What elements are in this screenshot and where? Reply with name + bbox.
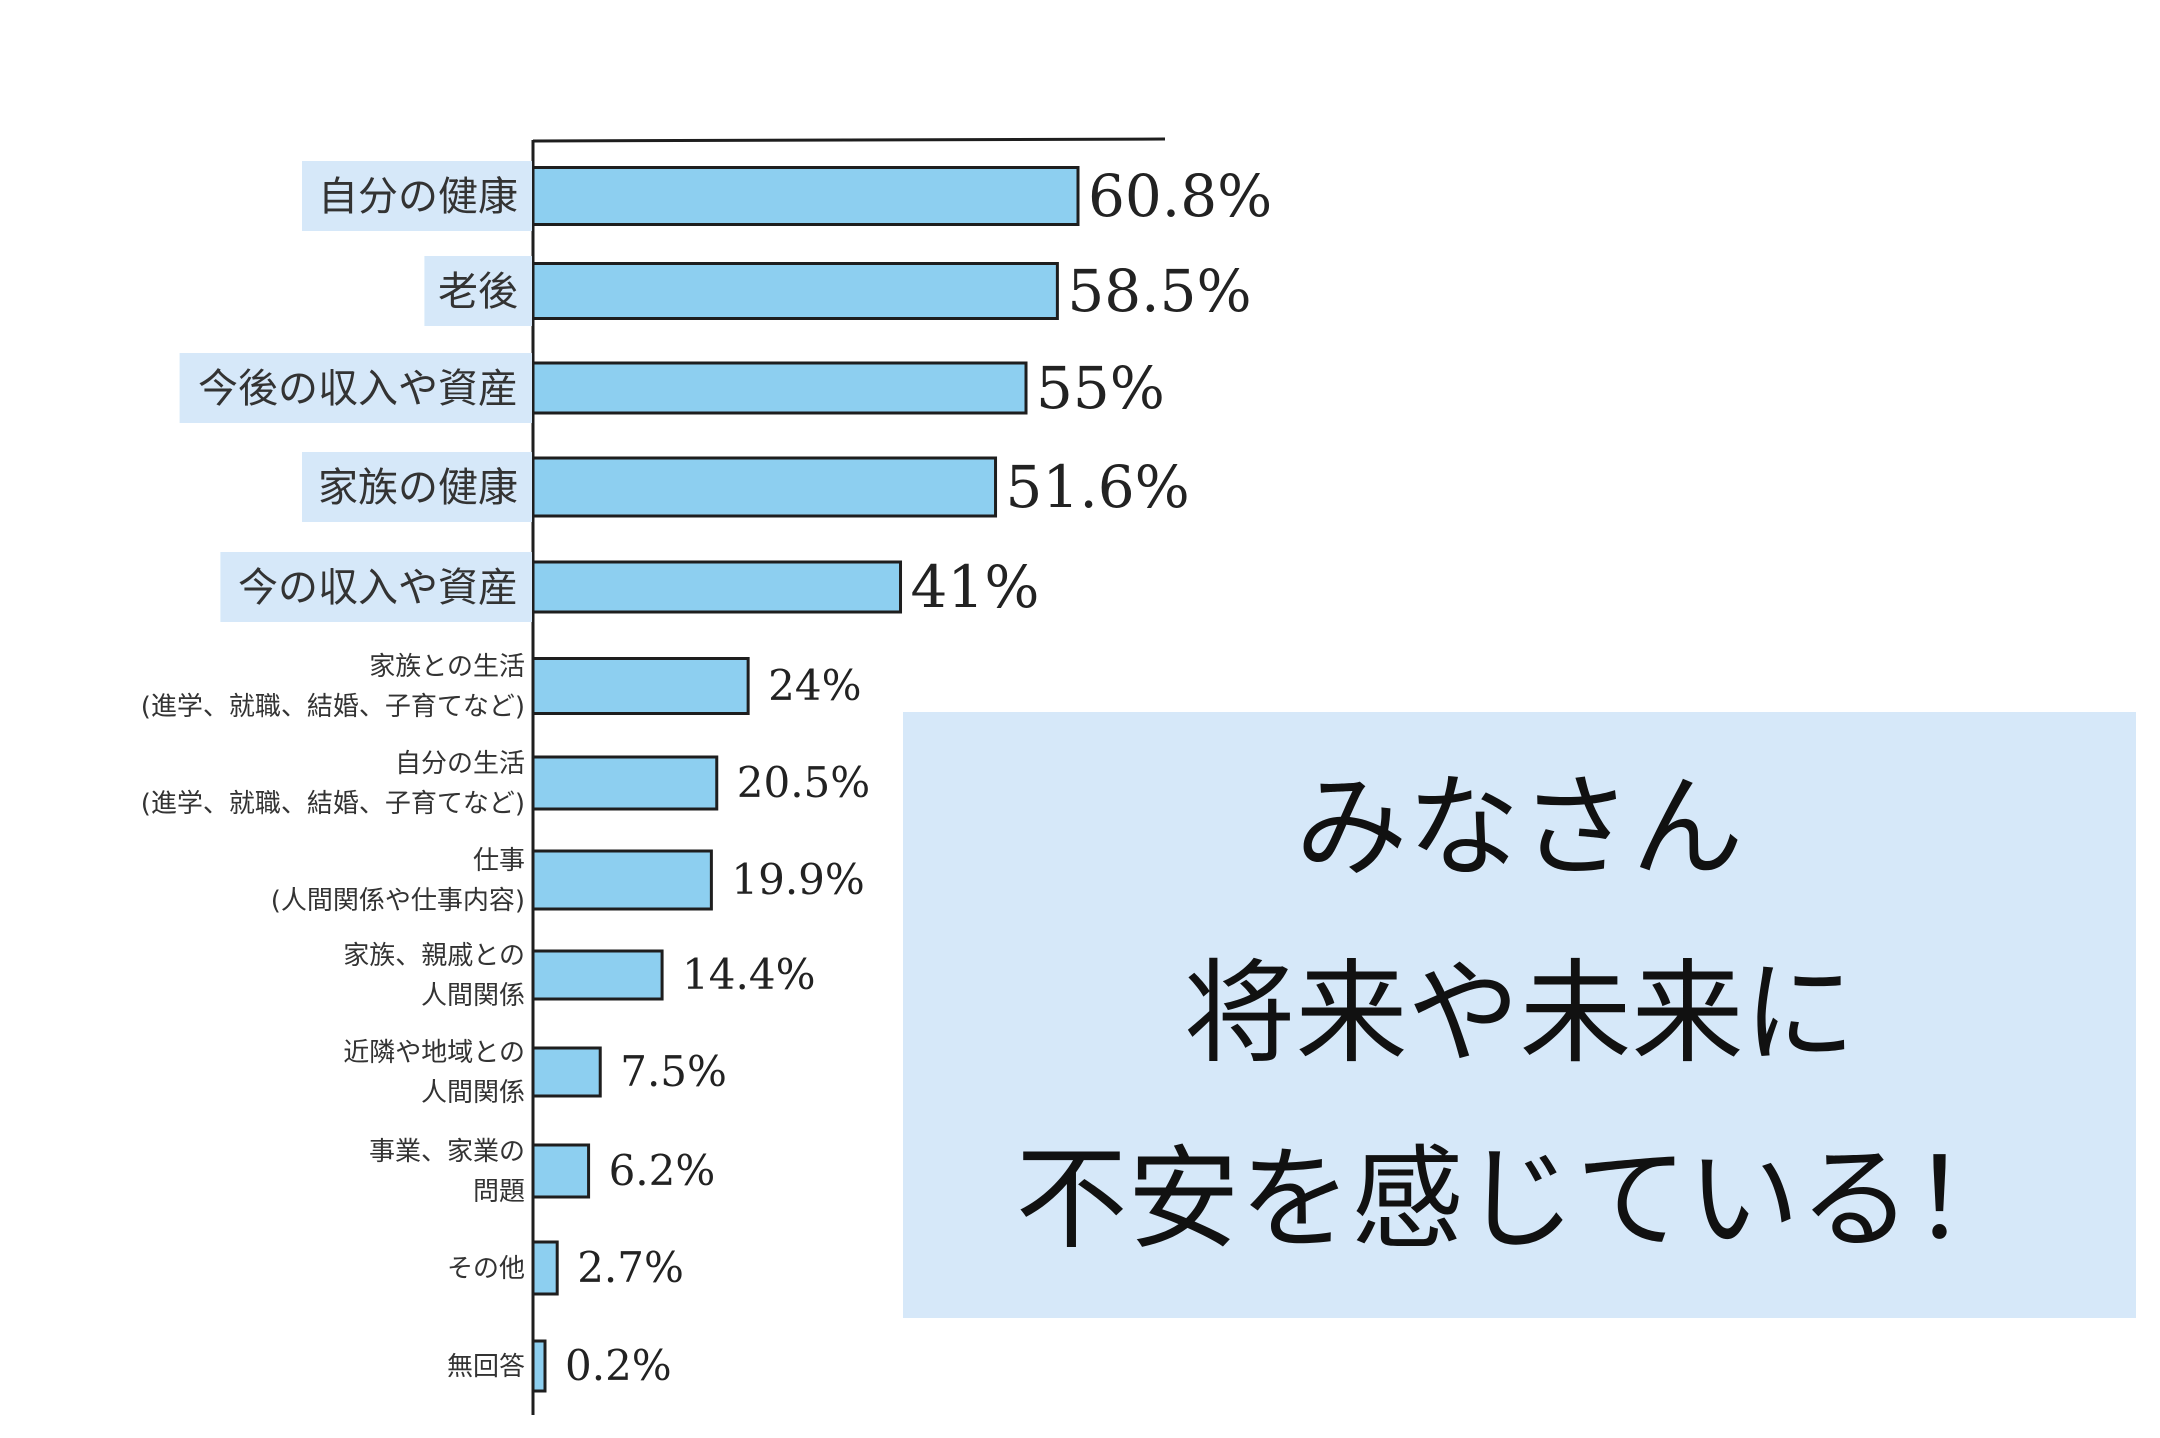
bar-value-label: 19.9% <box>731 855 864 904</box>
callout-box: みなさん 将来や未来に 不安を感じている！ <box>903 712 2136 1318</box>
bar-value-label: 51.6% <box>1006 453 1190 521</box>
bar-value-label: 41% <box>911 553 1040 621</box>
callout-line-2: 将来や未来に <box>1183 949 1856 1080</box>
top-axis-line <box>532 137 1166 143</box>
bar-value-label: 60.8% <box>1088 162 1272 230</box>
category-label-highlight <box>302 161 532 231</box>
bar <box>531 657 750 715</box>
category-label: (進学、就職、結婚、子育てなど) <box>141 789 525 819</box>
bar <box>531 849 713 911</box>
bar-value-label: 2.7% <box>577 1243 684 1292</box>
category-label: 家族との生活 <box>369 652 525 682</box>
category-label: 仕事 <box>473 846 525 876</box>
category-label: その他 <box>447 1254 525 1284</box>
bar <box>531 262 1059 320</box>
bar <box>531 456 998 518</box>
category-label: 今後の収入や資産 <box>198 366 518 412</box>
callout-line-1: みなさん <box>1295 763 1744 894</box>
category-label: (人間関係や仕事内容) <box>271 886 525 916</box>
category-label: 人間関係 <box>421 1078 525 1108</box>
category-label: 問題 <box>473 1177 525 1207</box>
bar-value-label: 14.4% <box>682 950 815 999</box>
bar-value-label: 0.2% <box>565 1341 672 1390</box>
bar-value-label: 55% <box>1036 354 1165 422</box>
category-label: 家族の健康 <box>318 465 518 511</box>
category-label: 家族、親戚との <box>343 941 525 971</box>
bar <box>531 949 664 1001</box>
callout-line-3: 不安を感じている！ <box>1015 1134 2024 1265</box>
bar-value-label: 24% <box>768 661 861 710</box>
category-label-highlight <box>424 256 532 326</box>
bar <box>531 1240 559 1296</box>
bar-value-label: 7.5% <box>620 1047 727 1096</box>
category-label: 今の収入や資産 <box>238 565 518 611</box>
category-label-highlight <box>220 552 532 622</box>
category-label: 人間関係 <box>421 981 525 1011</box>
bar-value-label: 6.2% <box>609 1146 716 1195</box>
bar <box>531 755 719 811</box>
category-label: (進学、就職、結婚、子育てなど) <box>141 692 525 722</box>
category-label: 無回答 <box>447 1352 525 1382</box>
bar <box>531 560 903 614</box>
category-label: 自分の生活 <box>395 749 525 779</box>
bar-value-label: 20.5% <box>737 758 870 807</box>
bar <box>531 1046 602 1098</box>
category-label: 近隣や地域との <box>343 1038 525 1068</box>
category-label: 事業、家業の <box>369 1137 525 1167</box>
category-label: 老後 <box>438 269 518 315</box>
bar-value-label: 58.5% <box>1067 257 1251 325</box>
category-label: 自分の健康 <box>318 174 518 220</box>
bar <box>531 1339 547 1393</box>
bar <box>531 361 1028 415</box>
category-label-highlight <box>302 452 532 522</box>
category-label-highlight <box>179 353 532 423</box>
bar <box>531 166 1080 226</box>
bar <box>531 1143 591 1199</box>
